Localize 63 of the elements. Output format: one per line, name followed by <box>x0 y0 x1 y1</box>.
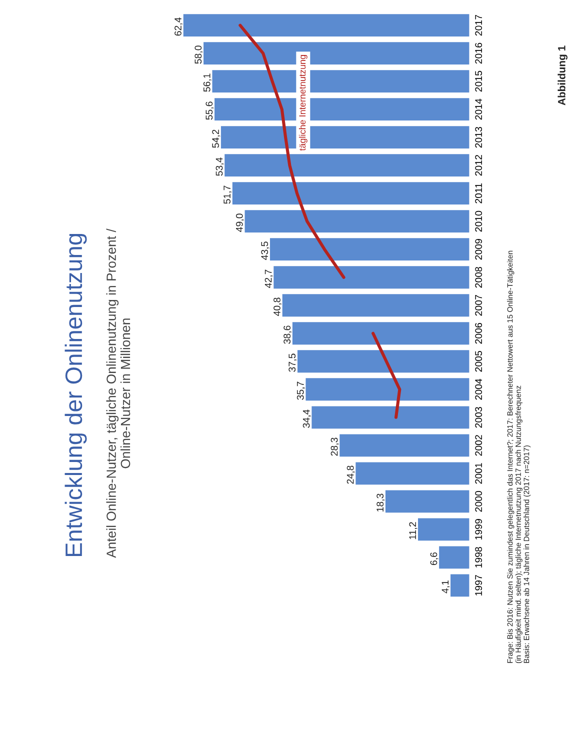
data-label: 53,4 <box>216 158 224 176</box>
data-label: 49,0 <box>236 214 244 232</box>
bar <box>385 490 470 513</box>
y-tick-label: 2013 <box>475 126 482 148</box>
data-label: 35,7 <box>296 382 305 400</box>
y-tick-label: 2009 <box>475 239 482 260</box>
bar <box>232 182 470 205</box>
y-tick-label: 2003 <box>475 407 482 428</box>
y-tick-label: 2012 <box>475 155 482 176</box>
y-tick-label: 2016 <box>475 42 482 64</box>
data-label: 34,4 <box>302 410 311 428</box>
text: Abbildung 1 <box>558 46 568 106</box>
data-label: 4,1 <box>442 580 450 594</box>
y-tick-label: 2011 <box>475 183 482 204</box>
y-tick-label: 1999 <box>475 519 482 540</box>
y-tick-label: 2014 <box>475 98 482 120</box>
y-tick-label: 2008 <box>475 266 482 288</box>
y-tick-label: 2004 <box>475 378 482 400</box>
bar <box>224 154 470 177</box>
y-tick-label: 2001 <box>475 463 482 484</box>
bar <box>312 406 470 429</box>
y-tick-label: 2000 <box>475 490 482 512</box>
data-label: 55,6 <box>206 102 214 120</box>
bar <box>270 238 470 261</box>
data-label: 6,6 <box>430 552 438 566</box>
bar <box>274 266 470 289</box>
data-label: 58,0 <box>194 46 203 64</box>
y-tick-label: 1998 <box>475 547 482 568</box>
bar <box>183 14 470 37</box>
text: Anteil Online-Nutzer, tägliche Onlinenutzung in Prozent / Online-Nutzer in Millionen <box>106 228 130 558</box>
data-label: 40,8 <box>274 298 282 316</box>
bar <box>297 350 470 373</box>
bar <box>306 378 470 401</box>
bar <box>439 546 470 569</box>
bar <box>282 294 470 317</box>
data-label: 37,5 <box>288 354 297 372</box>
y-tick-label: 2007 <box>475 295 482 316</box>
y-tick-label: 2005 <box>475 350 482 372</box>
y-tick-label: 1997 <box>475 575 482 596</box>
data-label: 28,3 <box>330 438 339 456</box>
y-tick-label: 2015 <box>475 70 482 92</box>
bar <box>292 322 470 345</box>
data-label: 51,7 <box>224 186 232 204</box>
data-label: 62,4 <box>174 17 183 36</box>
annotation: tägliche Internetnutzung <box>298 55 308 151</box>
bar <box>356 462 470 485</box>
y-tick-label: 2002 <box>475 435 482 456</box>
data-label: 11,2 <box>409 522 418 540</box>
data-label: 18,3 <box>376 494 385 512</box>
y-tick-label: 2017 <box>475 14 482 36</box>
bar <box>450 574 470 597</box>
data-label: 56,1 <box>203 74 212 92</box>
text: Entwicklung der Onlinenutzung <box>64 234 87 556</box>
y-tick-label: 2010 <box>475 210 482 232</box>
bar <box>244 210 470 233</box>
data-label: 43,5 <box>261 242 270 260</box>
data-label: 38,6 <box>284 326 292 344</box>
bar <box>340 434 470 457</box>
bar <box>418 518 470 541</box>
data-label: 54,2 <box>212 130 220 148</box>
y-tick-label: 2006 <box>475 322 482 344</box>
data-label: 24,8 <box>346 466 355 484</box>
data-label: 42,7 <box>264 270 273 288</box>
